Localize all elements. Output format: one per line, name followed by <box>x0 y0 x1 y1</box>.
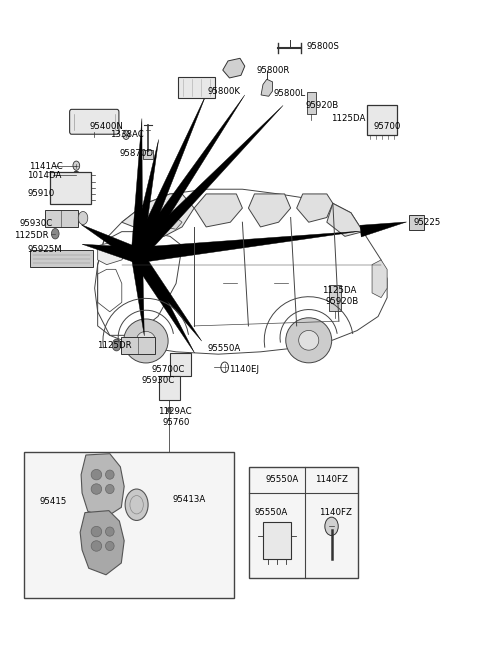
Polygon shape <box>223 58 245 78</box>
Circle shape <box>325 517 338 535</box>
Circle shape <box>73 161 80 171</box>
Polygon shape <box>132 140 158 257</box>
Bar <box>249 467 358 578</box>
Text: 95910: 95910 <box>27 189 54 197</box>
Polygon shape <box>82 244 138 263</box>
Polygon shape <box>194 194 242 227</box>
Text: 95550A: 95550A <box>207 344 240 354</box>
Polygon shape <box>81 454 124 518</box>
Text: 95920B: 95920B <box>325 297 359 306</box>
Text: 1125DR: 1125DR <box>14 230 49 239</box>
Circle shape <box>51 228 59 239</box>
Circle shape <box>123 131 130 140</box>
Text: 95930C: 95930C <box>142 376 175 385</box>
Polygon shape <box>372 260 387 298</box>
Polygon shape <box>97 241 128 264</box>
Polygon shape <box>360 222 407 237</box>
Text: 95925M: 95925M <box>27 245 62 254</box>
Text: 95700C: 95700C <box>152 365 185 375</box>
Ellipse shape <box>106 541 114 550</box>
Polygon shape <box>132 94 206 259</box>
Polygon shape <box>133 106 283 262</box>
Text: 1014DA: 1014DA <box>27 171 61 180</box>
Text: 1125DA: 1125DA <box>323 285 357 295</box>
Circle shape <box>112 339 121 351</box>
Text: 95800L: 95800L <box>274 89 306 98</box>
Bar <box>329 285 340 311</box>
Bar <box>30 250 93 267</box>
Text: 95415: 95415 <box>40 497 67 506</box>
Bar <box>158 377 180 400</box>
Polygon shape <box>133 249 202 341</box>
Text: 95700: 95700 <box>373 122 400 131</box>
Bar <box>49 172 91 204</box>
Polygon shape <box>81 224 139 262</box>
Polygon shape <box>297 194 333 222</box>
Bar <box>45 209 78 226</box>
Ellipse shape <box>136 331 156 350</box>
Text: 1140FZ: 1140FZ <box>319 508 352 517</box>
Polygon shape <box>131 255 144 336</box>
Polygon shape <box>122 194 194 236</box>
Bar <box>367 105 396 135</box>
Text: 1140FZ: 1140FZ <box>315 476 348 484</box>
Ellipse shape <box>91 526 102 537</box>
Text: 95800K: 95800K <box>207 87 240 96</box>
Text: 95550A: 95550A <box>265 476 299 484</box>
Bar <box>121 337 155 354</box>
Polygon shape <box>136 231 360 263</box>
Polygon shape <box>327 203 363 236</box>
Bar <box>24 453 234 598</box>
Circle shape <box>78 211 88 224</box>
Text: 1125DA: 1125DA <box>331 114 365 123</box>
Text: 95413A: 95413A <box>172 495 205 504</box>
Polygon shape <box>132 95 245 260</box>
Ellipse shape <box>106 527 114 536</box>
Ellipse shape <box>91 541 102 551</box>
Polygon shape <box>164 218 182 230</box>
Text: 1129AC: 1129AC <box>157 407 192 417</box>
Text: 95800R: 95800R <box>257 66 290 75</box>
Bar <box>409 215 424 230</box>
Ellipse shape <box>106 470 114 480</box>
Polygon shape <box>132 251 194 353</box>
Ellipse shape <box>124 319 168 363</box>
Text: 95870D: 95870D <box>120 150 154 158</box>
Text: 1338AC: 1338AC <box>110 131 144 139</box>
Bar <box>170 353 191 377</box>
Circle shape <box>132 249 141 261</box>
Polygon shape <box>261 79 273 96</box>
Ellipse shape <box>91 470 102 480</box>
Text: 1140EJ: 1140EJ <box>229 365 260 375</box>
Ellipse shape <box>286 318 332 363</box>
FancyBboxPatch shape <box>70 110 119 134</box>
Ellipse shape <box>299 331 319 350</box>
Bar <box>307 92 316 114</box>
Text: 95920B: 95920B <box>305 101 338 110</box>
Text: 1141AC: 1141AC <box>29 162 63 171</box>
Polygon shape <box>131 119 143 256</box>
Text: 1125DR: 1125DR <box>97 340 132 350</box>
Bar <box>263 522 291 559</box>
Bar <box>178 77 215 98</box>
Text: 95225: 95225 <box>413 218 441 227</box>
Text: 95800S: 95800S <box>306 42 339 51</box>
Polygon shape <box>80 510 124 575</box>
Text: 95400N: 95400N <box>89 122 123 131</box>
Circle shape <box>167 407 171 413</box>
Ellipse shape <box>106 484 114 493</box>
Ellipse shape <box>91 483 102 494</box>
Text: 95550A: 95550A <box>254 508 288 517</box>
Circle shape <box>125 489 148 520</box>
Bar <box>144 150 153 159</box>
Polygon shape <box>249 194 290 227</box>
Text: 95760: 95760 <box>162 419 190 428</box>
Circle shape <box>73 171 80 180</box>
Text: 95930C: 95930C <box>20 218 53 228</box>
